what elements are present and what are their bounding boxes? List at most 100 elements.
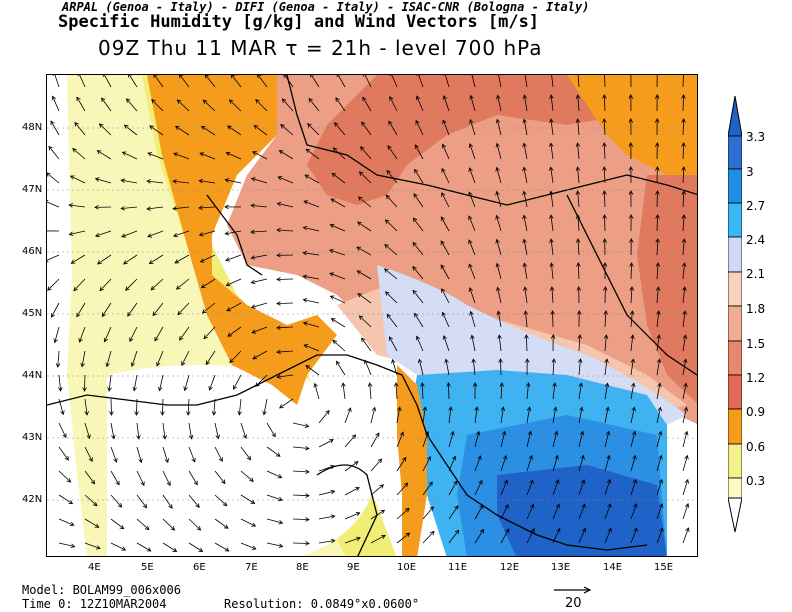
wind-vector [278,176,294,184]
wind-vector-head [430,530,435,536]
wind-vector [84,446,93,462]
wind-vector [577,238,580,256]
wind-vector-head [275,452,281,457]
wind-vector-head [446,382,451,387]
wind-vector-head [575,142,581,147]
wind-vector [604,407,609,424]
wind-vector [603,166,606,184]
wind-vector-head [604,382,610,388]
wind-vector-head [153,75,158,78]
wind-vector [496,239,502,256]
wind-vector-head [305,493,310,498]
wind-vector-head [633,503,638,508]
wind-vector [604,335,607,352]
wind-vector-head [659,503,664,508]
wind-vector-head [211,411,217,416]
wind-vector [577,262,580,280]
wind-vector [276,229,294,232]
wind-vector-head [655,238,660,243]
wind-vector [358,196,372,208]
wind-vector-head [575,238,581,243]
wind-vector [356,246,372,256]
wind-vector [76,302,86,317]
wind-vector-head [58,387,63,392]
wind-vector [81,350,86,367]
wind-vector-head [384,243,389,249]
wind-vector-head [363,75,368,77]
wind-vector-head [198,547,204,552]
wind-vector [240,518,256,527]
wind-vector-head [156,361,161,367]
wind-vector [97,150,112,160]
wind-vector-head [252,355,258,360]
wind-vector [441,288,450,304]
wind-vector [603,118,606,136]
wind-vector-head [336,75,341,78]
wind-vector [58,518,74,526]
wind-vector [577,75,580,88]
colorbar-segment-1.8 [728,305,742,342]
wind-vector-head [250,499,256,504]
wind-vector-head [276,349,281,355]
wind-vector [110,518,124,530]
wind-vector [337,75,346,88]
wind-vector-head [134,411,139,416]
wind-vector-head [351,434,357,439]
wind-vector-head [66,478,72,483]
wind-vector [229,99,242,112]
wind-vector [173,230,190,237]
wind-vector-head [154,336,159,342]
wind-vector [440,240,450,256]
wind-vector [203,326,216,339]
wind-vector [468,263,476,280]
wind-vector [523,239,528,256]
lat-label-44N: 44N [22,370,43,381]
wind-vector-head [355,512,361,517]
wind-vector [162,518,175,531]
wind-vector [303,252,320,256]
wind-vector-head [504,503,509,509]
wind-vector-head [575,214,581,219]
wind-vector-head [305,469,310,475]
wind-vector [162,470,171,486]
wind-vector [604,75,606,88]
wind-vector-head [200,284,206,289]
wind-vector [389,96,398,112]
wind-vector-head [347,407,352,413]
wind-vector-head [77,75,82,77]
wind-vector-head [113,458,118,463]
wind-vector-head [109,411,114,416]
wind-vector-head [94,523,100,528]
wind-vector [552,407,557,424]
wind-vector-head [130,362,136,367]
wind-vector [500,455,507,472]
wind-vector [101,97,112,112]
wind-vector-head [198,205,203,211]
wind-vector-head [332,147,338,152]
wind-vector [266,470,282,478]
wind-vector-head [684,430,689,436]
wind-vector-head [683,406,689,412]
lon-label-8E: 8E [296,562,309,573]
wind-vector [500,504,509,520]
wind-vector-head [329,295,335,300]
wind-vector [440,216,450,232]
wind-vector [552,504,560,520]
wind-vector [332,340,346,352]
wind-vector [276,350,294,353]
wind-vector-head [173,152,179,157]
region-dark-blue [497,465,667,556]
map-canvas [47,75,697,556]
wind-vector [497,95,502,112]
wind-vector-head [255,382,260,387]
wind-vector-head [403,482,409,488]
wind-vector-head [358,315,364,320]
wind-vector-head [549,286,555,291]
wind-vector-head [383,268,389,273]
wind-vector-head [522,94,528,100]
wind-vector-head [276,374,282,379]
wind-vector [448,382,450,400]
wind-vector-head [94,205,99,210]
wind-vector-head [225,257,230,262]
wind-vector-head [140,481,145,487]
